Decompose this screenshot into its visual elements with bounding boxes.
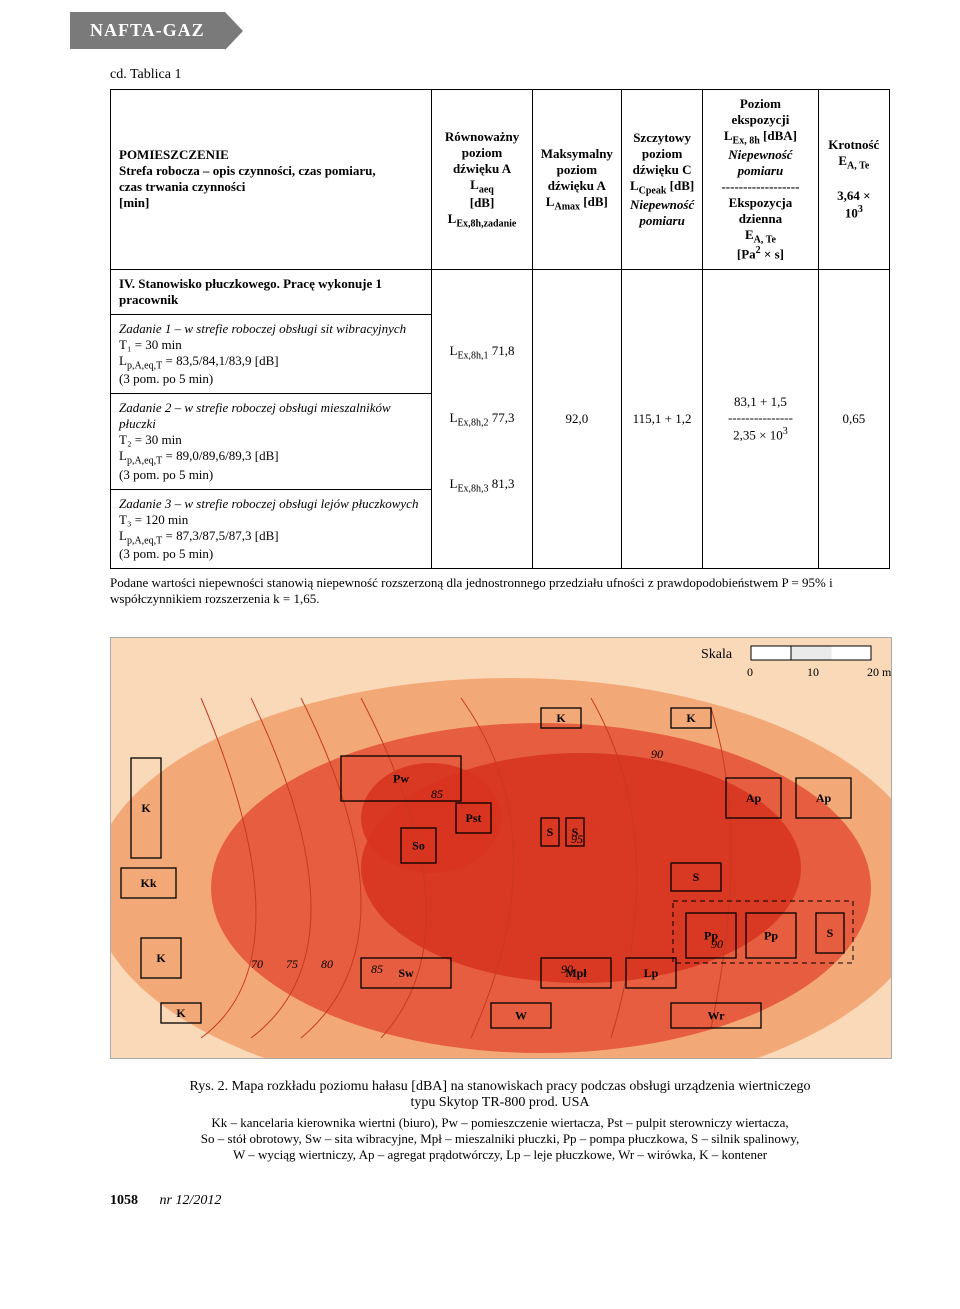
svg-text:75: 75 [286,957,298,971]
svg-text:70: 70 [251,957,263,971]
svg-text:Pp: Pp [704,929,718,943]
table-caption: cd. Tablica 1 [110,67,890,83]
page-content: cd. Tablica 1 POMIESZCZENIEStrefa robocz… [0,67,960,1229]
svg-text:90: 90 [651,747,663,761]
svg-text:K: K [156,951,166,965]
figure-key-line1: Kk – kancelaria kierownika wiertni (biur… [211,1115,788,1130]
row-task-1: Zadanie 1 – w strefie roboczej obsługi s… [111,314,432,394]
svg-text:Skala: Skala [701,647,733,662]
table-head: POMIESZCZENIEStrefa robocza – opis czynn… [111,90,890,270]
svg-text:Ap: Ap [746,791,762,805]
col-header-1: POMIESZCZENIEStrefa robocza – opis czynn… [111,90,432,270]
cell-col2: LEx,8h,1 71,8LEx,8h,2 77,3LEx,8h,3 81,3 [432,269,532,569]
svg-text:85: 85 [371,962,383,976]
svg-text:80: 80 [321,957,333,971]
svg-text:K: K [686,711,696,725]
figure-key-line3: W – wyciąg wiertniczy, Ap – agregat prąd… [233,1147,767,1162]
svg-text:So: So [412,839,425,853]
svg-text:10: 10 [807,665,819,679]
row-task-2: Zadanie 2 – w strefie roboczej obsługi m… [111,394,432,490]
cell-col4: 115,1 + 1,2 [621,269,702,569]
figure-key: Kk – kancelaria kierownika wiertni (biur… [110,1115,890,1163]
page-footer: 1058 nr 12/2012 [110,1193,890,1209]
svg-text:0: 0 [747,665,753,679]
svg-text:Pst: Pst [466,811,482,825]
row-task-3: Zadanie 3 – w strefie roboczej obsługi l… [111,489,432,569]
svg-text:Pp: Pp [764,929,778,943]
svg-text:Kk: Kk [140,876,156,890]
figure-caption: Rys. 2. Mapa rozkładu poziomu hałasu [dB… [110,1079,890,1111]
table-footnote: Podane wartości niepewności stanowią nie… [110,575,890,607]
cell-col3: 92,0 [532,269,621,569]
issue-number: nr 12/2012 [160,1193,222,1208]
svg-text:Mpł: Mpł [565,966,587,980]
svg-text:85: 85 [431,787,443,801]
svg-text:S: S [572,825,579,839]
page-number: 1058 [110,1193,138,1208]
svg-text:Wr: Wr [707,1009,725,1023]
table-body: IV. Stanowisko płuczkowego. Pracę wykonu… [111,269,890,569]
section-title: IV. Stanowisko płuczkowego. Pracę wykonu… [119,276,382,307]
figure-caption-line1: Rys. 2. Mapa rozkładu poziomu hałasu [dB… [189,1079,810,1094]
col-header-2: Równoważnypoziomdźwięku A Laeq[dB]LEx,8h… [432,90,532,270]
svg-text:K: K [556,711,566,725]
data-table: POMIESZCZENIEStrefa robocza – opis czynn… [110,89,890,569]
noise-map-svg: 707580858590909590Skala01020 mKPwKKPstSo… [110,637,892,1059]
svg-text:Sw: Sw [398,966,414,980]
cell-col5: 83,1 + 1,5---------------2,35 × 103 [703,269,818,569]
figure-caption-line2: typu Skytop TR-800 prod. USA [410,1095,589,1110]
col-header-4: Szczytowypoziomdźwięku CLCpeak [dB]Niepe… [621,90,702,270]
svg-text:Pw: Pw [393,772,409,786]
svg-text:20 m: 20 m [867,665,892,679]
journal-tab: NAFTA-GAZ [70,12,225,49]
svg-text:S: S [827,926,834,940]
svg-text:Ap: Ap [816,791,832,805]
map-figure: 707580858590909590Skala01020 mKPwKKPstSo… [110,637,890,1059]
col-header-6: KrotnośćEA, Te3,64 × 103 [818,90,889,270]
cell-col6: 0,65 [818,269,889,569]
svg-text:S: S [547,825,554,839]
svg-text:Lp: Lp [644,966,659,980]
col-header-3: Maksymalnypoziomdźwięku ALAmax [dB] [532,90,621,270]
svg-text:K: K [141,801,151,815]
figure-key-line2: So – stół obrotowy, Sw – sita wibracyjne… [201,1131,799,1146]
col-header-5: Poziom ekspozycjiLEx, 8h [dBA]Niepewność… [703,90,818,270]
svg-text:S: S [693,870,700,884]
svg-text:W: W [515,1009,527,1023]
section-row: IV. Stanowisko płuczkowego. Pracę wykonu… [111,269,432,314]
svg-text:K: K [176,1006,186,1020]
